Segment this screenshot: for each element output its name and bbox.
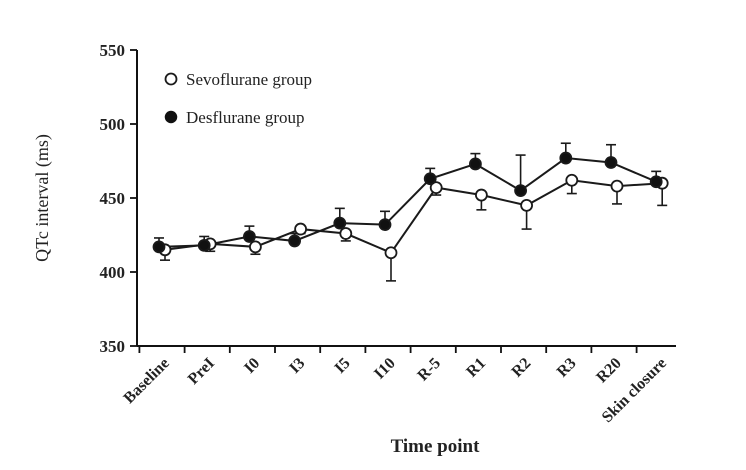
data-point-desflurane [197, 238, 211, 252]
data-point-sevoflurane [384, 246, 398, 260]
x-tick-label: PreI [185, 355, 218, 388]
legend-marker-desflurane [164, 110, 178, 124]
data-point-desflurane [333, 216, 347, 230]
data-point-desflurane [468, 157, 482, 171]
y-tick-label: 550 [100, 41, 126, 60]
x-tick-label: R3 [554, 355, 580, 381]
data-point-sevoflurane [429, 181, 443, 195]
series-line-desflurane [158, 157, 657, 248]
data-point-sevoflurane [474, 188, 488, 202]
legend: Sevoflurane group Desflurane group [164, 70, 312, 127]
data-point-desflurane [604, 156, 618, 169]
x-tick-label: R2 [509, 355, 535, 381]
legend-label-sevoflurane: Sevoflurane group [186, 70, 312, 89]
y-tick-label: 400 [100, 263, 126, 282]
series-line-sevoflurane [164, 179, 663, 254]
data-point-desflurane [288, 234, 302, 248]
x-tick-label: R20 [593, 355, 625, 387]
data-point-sevoflurane [248, 240, 262, 254]
y-tick-label: 450 [100, 189, 126, 208]
axes: 350 400 450 500 550 Baseline PreI I0 I3 I5 I10 R-5 R… [100, 41, 676, 426]
x-tick-label: R-5 [414, 355, 444, 385]
legend-label-desflurane: Desflurane group [186, 108, 305, 127]
data-point-desflurane [152, 240, 166, 254]
data-point-sevoflurane [520, 198, 533, 212]
series-layer [152, 142, 669, 282]
y-axis-title: QTc interval (ms) [32, 134, 53, 262]
y-tick-label: 350 [100, 337, 126, 356]
legend-marker-sevoflurane [164, 72, 178, 86]
data-point-desflurane [514, 184, 527, 198]
data-point-sevoflurane [565, 173, 579, 187]
y-tick-label: 500 [100, 115, 126, 134]
x-tick-label: I3 [286, 355, 308, 377]
data-point-desflurane [649, 175, 663, 189]
x-tick-label: R1 [463, 355, 489, 381]
data-point-desflurane [242, 230, 256, 243]
data-point-desflurane [423, 172, 437, 186]
x-tick-label: I0 [241, 355, 263, 377]
x-tick-label: Baseline [121, 355, 173, 407]
x-tick-label: I10 [371, 355, 399, 383]
x-tick-label: I5 [332, 355, 354, 377]
data-point-sevoflurane [610, 179, 624, 193]
data-point-sevoflurane [294, 222, 308, 236]
data-point-sevoflurane [339, 227, 353, 240]
data-point-desflurane [378, 218, 392, 232]
x-axis-title: Time point [391, 436, 481, 457]
data-point-desflurane [559, 151, 573, 165]
